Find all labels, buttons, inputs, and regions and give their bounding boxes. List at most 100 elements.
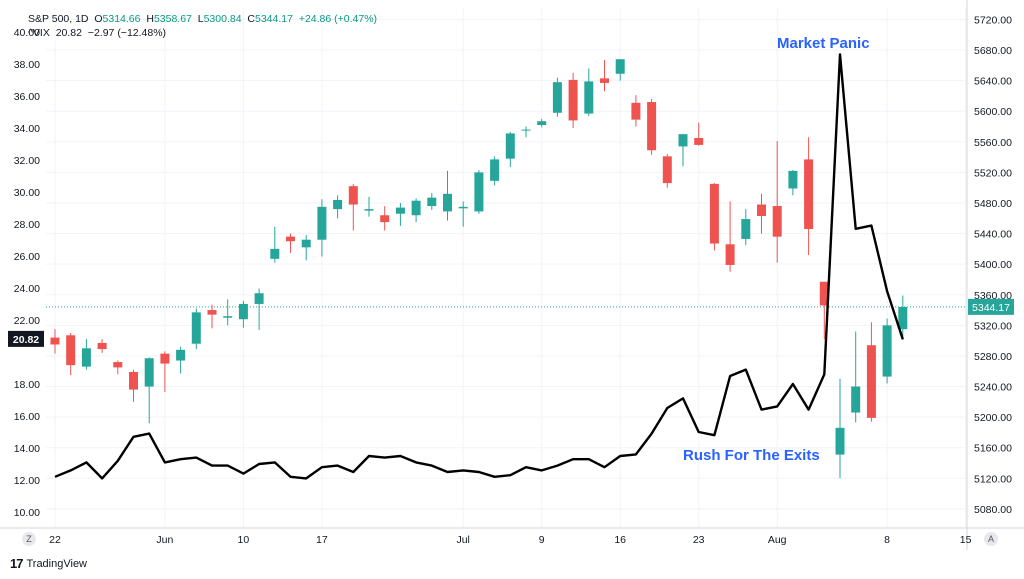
candle-down: [160, 353, 170, 364]
tradingview-logo-icon: 17: [10, 556, 24, 571]
candle-down: [380, 215, 390, 223]
vix-tick-label: 32.00: [14, 155, 40, 167]
candle-down: [348, 186, 358, 205]
vix-tick-label: 10.00: [14, 507, 40, 519]
close-label: C: [247, 13, 255, 25]
x-tick-label: Jun: [156, 534, 173, 546]
spx-tick-label: 5320.00: [974, 320, 1012, 332]
spx-tick-label: 5360.00: [974, 290, 1012, 302]
x-tick-label: 9: [539, 534, 545, 546]
candle-up: [81, 348, 91, 367]
spx-tick-label: 5520.00: [974, 167, 1012, 179]
last-price-label: 5344.17: [972, 302, 1010, 314]
candle-down: [772, 206, 782, 237]
header-spx-line: S&P 500, 1D O5314.66 H5358.67 L5300.84 C…: [28, 13, 377, 25]
candle-up: [333, 199, 343, 210]
candle-down: [50, 337, 60, 345]
spx-tick-label: 5560.00: [974, 137, 1012, 149]
candle-up: [238, 303, 248, 320]
candle-up: [223, 316, 233, 318]
spx-candles: [50, 59, 908, 479]
low-label: L: [197, 13, 204, 25]
candle-down: [709, 183, 719, 244]
candle-up: [741, 219, 751, 239]
open-value: 5314.66: [102, 13, 141, 25]
candle-up: [584, 81, 594, 114]
symbol-title: S&P 500, 1D: [28, 13, 89, 25]
candle-up: [395, 207, 405, 214]
vix-tick-label: 40.00: [14, 27, 40, 39]
vix-symbol: ^VIX: [28, 27, 50, 39]
candle-up: [317, 206, 327, 240]
scale-auto-button[interactable]: A: [984, 532, 998, 546]
last-price-badge: [968, 298, 1014, 315]
x-tick-label: Aug: [768, 534, 787, 546]
vix-tick-label: 24.00: [14, 283, 40, 295]
spx-tick-label: 5160.00: [974, 443, 1012, 455]
vix-tick-label: 28.00: [14, 219, 40, 231]
annotation-rush-for-exits: Rush For The Exits: [683, 447, 820, 464]
x-tick-label: 15: [960, 534, 972, 546]
vix-line-layer: [54, 53, 904, 480]
vix-tick-label: 26.00: [14, 251, 40, 263]
vix-tick-label: 22.00: [14, 315, 40, 327]
spx-tick-label: 5440.00: [974, 229, 1012, 241]
vix-tick-label: 16.00: [14, 411, 40, 423]
candle-up: [443, 193, 452, 212]
candle-up: [270, 248, 280, 259]
spx-tick-label: 5080.00: [974, 504, 1012, 516]
close-value: 5344.17: [255, 13, 293, 25]
spx-tick-label: 5600.00: [974, 106, 1012, 118]
vix-value: 20.82: [55, 27, 82, 39]
candle-down: [97, 342, 107, 350]
annotation-market-panic: Market Panic: [777, 35, 870, 52]
candle-down: [819, 281, 829, 306]
candle-up: [851, 386, 861, 413]
candle-up: [788, 170, 798, 189]
candle-up: [176, 349, 186, 361]
candle-up: [191, 312, 201, 344]
vix-tick-label: 14.00: [14, 443, 40, 455]
spx-tick-label: 5120.00: [974, 473, 1012, 485]
spx-tick-label: 5280.00: [974, 351, 1012, 363]
vix-current-badge: [8, 330, 44, 347]
tradingview-logo[interactable]: 17 TradingView: [10, 556, 87, 571]
spx-tick-label: 5400.00: [974, 259, 1012, 271]
candle-up: [552, 82, 562, 113]
vix-change: −2.97 (−12.48%): [87, 27, 167, 39]
candle-up: [615, 59, 625, 74]
candle-up: [458, 206, 468, 209]
high-label: H: [146, 13, 154, 25]
candle-up: [474, 172, 484, 212]
high-value: 5358.67: [153, 13, 192, 25]
candle-down: [129, 372, 138, 390]
spx-tick-label: 5680.00: [974, 45, 1012, 57]
vix-current-label: 20.82: [13, 334, 39, 346]
open-label: O: [94, 13, 103, 25]
candle-down: [866, 345, 876, 418]
vix-tick-label: 12.00: [14, 475, 40, 487]
spx-tick-label: 5240.00: [974, 382, 1012, 394]
x-tick-label: 8: [884, 534, 890, 546]
candle-up: [301, 239, 311, 248]
candle-down: [631, 102, 641, 120]
scale-left-button[interactable]: Z: [22, 532, 36, 546]
candle-down: [694, 138, 704, 145]
candle-up: [835, 427, 845, 455]
axis-labels: 5080.00 5120.00 5160.00 5200.00 5240.00 5280.…: [8, 14, 1014, 546]
header-vix-line: ^VIX 20.82 −2.97 (−12.48%): [28, 27, 166, 39]
candle-down: [725, 244, 735, 265]
x-tick-label: 23: [693, 534, 705, 546]
candle-down: [568, 79, 578, 121]
x-tick-label: 22: [49, 534, 61, 546]
vix-tick-label: 34.00: [14, 123, 40, 135]
candle-up: [898, 307, 908, 330]
candle-down: [757, 204, 766, 216]
candle-up: [364, 209, 374, 211]
x-tick-label: 16: [614, 534, 626, 546]
candle-down: [647, 102, 657, 151]
x-tick-label: 10: [238, 534, 250, 546]
candle-up: [678, 134, 688, 147]
